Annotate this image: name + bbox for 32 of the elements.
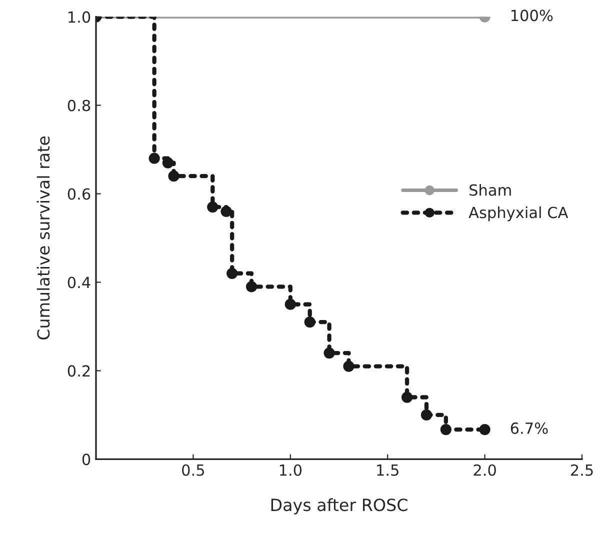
y-tick-label: 0.8: [68, 100, 90, 112]
x-tick-label: 0.5: [182, 464, 204, 476]
y-tick-label: 0.2: [68, 365, 90, 377]
x-tick-label: 1.0: [280, 464, 302, 476]
point: [420, 409, 432, 421]
y-tick-label: 0: [82, 454, 90, 466]
point: [401, 392, 413, 403]
y-tick-label: 1.0: [68, 11, 90, 23]
point: [226, 268, 238, 279]
point: [324, 347, 335, 359]
point: [220, 206, 232, 218]
x-tick-label: 2.0: [474, 464, 496, 476]
annotation: 6.7%: [510, 422, 548, 434]
point: [148, 152, 160, 164]
legend-label: Asphyxial CA: [468, 206, 568, 222]
point: [440, 424, 452, 436]
x-tick-label: 1.5: [377, 464, 398, 476]
point: [207, 201, 218, 213]
point: [246, 281, 258, 292]
point: [284, 298, 296, 310]
y-tick-label: 0.4: [68, 276, 90, 288]
point: [343, 360, 354, 372]
x-axis-title: Days after ROSC: [271, 498, 408, 514]
point: [304, 316, 316, 328]
y-tick-label: 0.6: [68, 188, 90, 200]
point: [168, 170, 180, 182]
annotation: 100%: [511, 10, 553, 22]
x-tick-label: 2.5: [570, 464, 593, 476]
legend-label: Sham: [470, 184, 511, 196]
y-axis-title: Cumulative survival rate: [36, 136, 50, 340]
point: [479, 424, 490, 436]
point: [162, 157, 174, 168]
